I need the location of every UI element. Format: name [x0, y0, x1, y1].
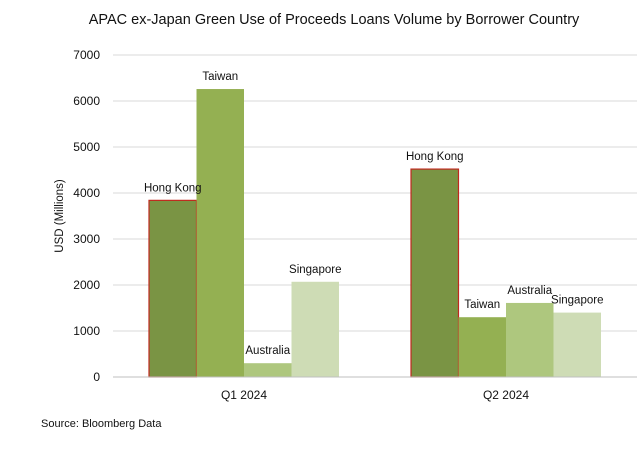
- bar-data-label: Singapore: [289, 264, 341, 276]
- bar-data-label: Singapore: [551, 295, 603, 307]
- y-tick-label: 3000: [73, 232, 100, 246]
- source-note: Source: Bloomberg Data: [41, 418, 162, 430]
- bar: [244, 363, 292, 377]
- bar: [291, 281, 339, 377]
- bar: [506, 302, 554, 377]
- y-axis-ticks: 0 1000 2000 3000 4000 5000 6000 7000: [73, 48, 100, 384]
- x-category-label: Q1 2024: [221, 388, 267, 402]
- bars: [148, 89, 601, 378]
- bar: [458, 317, 506, 377]
- bar: [410, 168, 460, 378]
- bar-data-label: Australia: [245, 345, 290, 357]
- y-tick-label: 4000: [73, 186, 100, 200]
- bar-data-label: Taiwan: [464, 299, 500, 311]
- y-tick-label: 6000: [73, 94, 100, 108]
- y-tick-label: 7000: [73, 48, 100, 62]
- bar: [196, 89, 244, 377]
- y-tick-label: 2000: [73, 278, 100, 292]
- bar-data-label: Australia: [507, 285, 552, 297]
- x-category-label: Q2 2024: [483, 388, 529, 402]
- chart-title: APAC ex-Japan Green Use of Proceeds Loan…: [89, 12, 580, 28]
- x-axis-categories: Q1 2024 Q2 2024: [221, 388, 529, 402]
- y-axis-label: USD (Millions): [54, 179, 66, 253]
- bar-data-label: Taiwan: [202, 71, 238, 83]
- bar-data-label: Hong Kong: [406, 151, 464, 163]
- bar: [148, 199, 198, 378]
- bar: [553, 312, 601, 377]
- bar-data-label: Hong Kong: [144, 182, 202, 194]
- y-tick-label: 1000: [73, 324, 100, 338]
- y-tick-label: 5000: [73, 140, 100, 154]
- y-tick-label: 0: [93, 370, 100, 384]
